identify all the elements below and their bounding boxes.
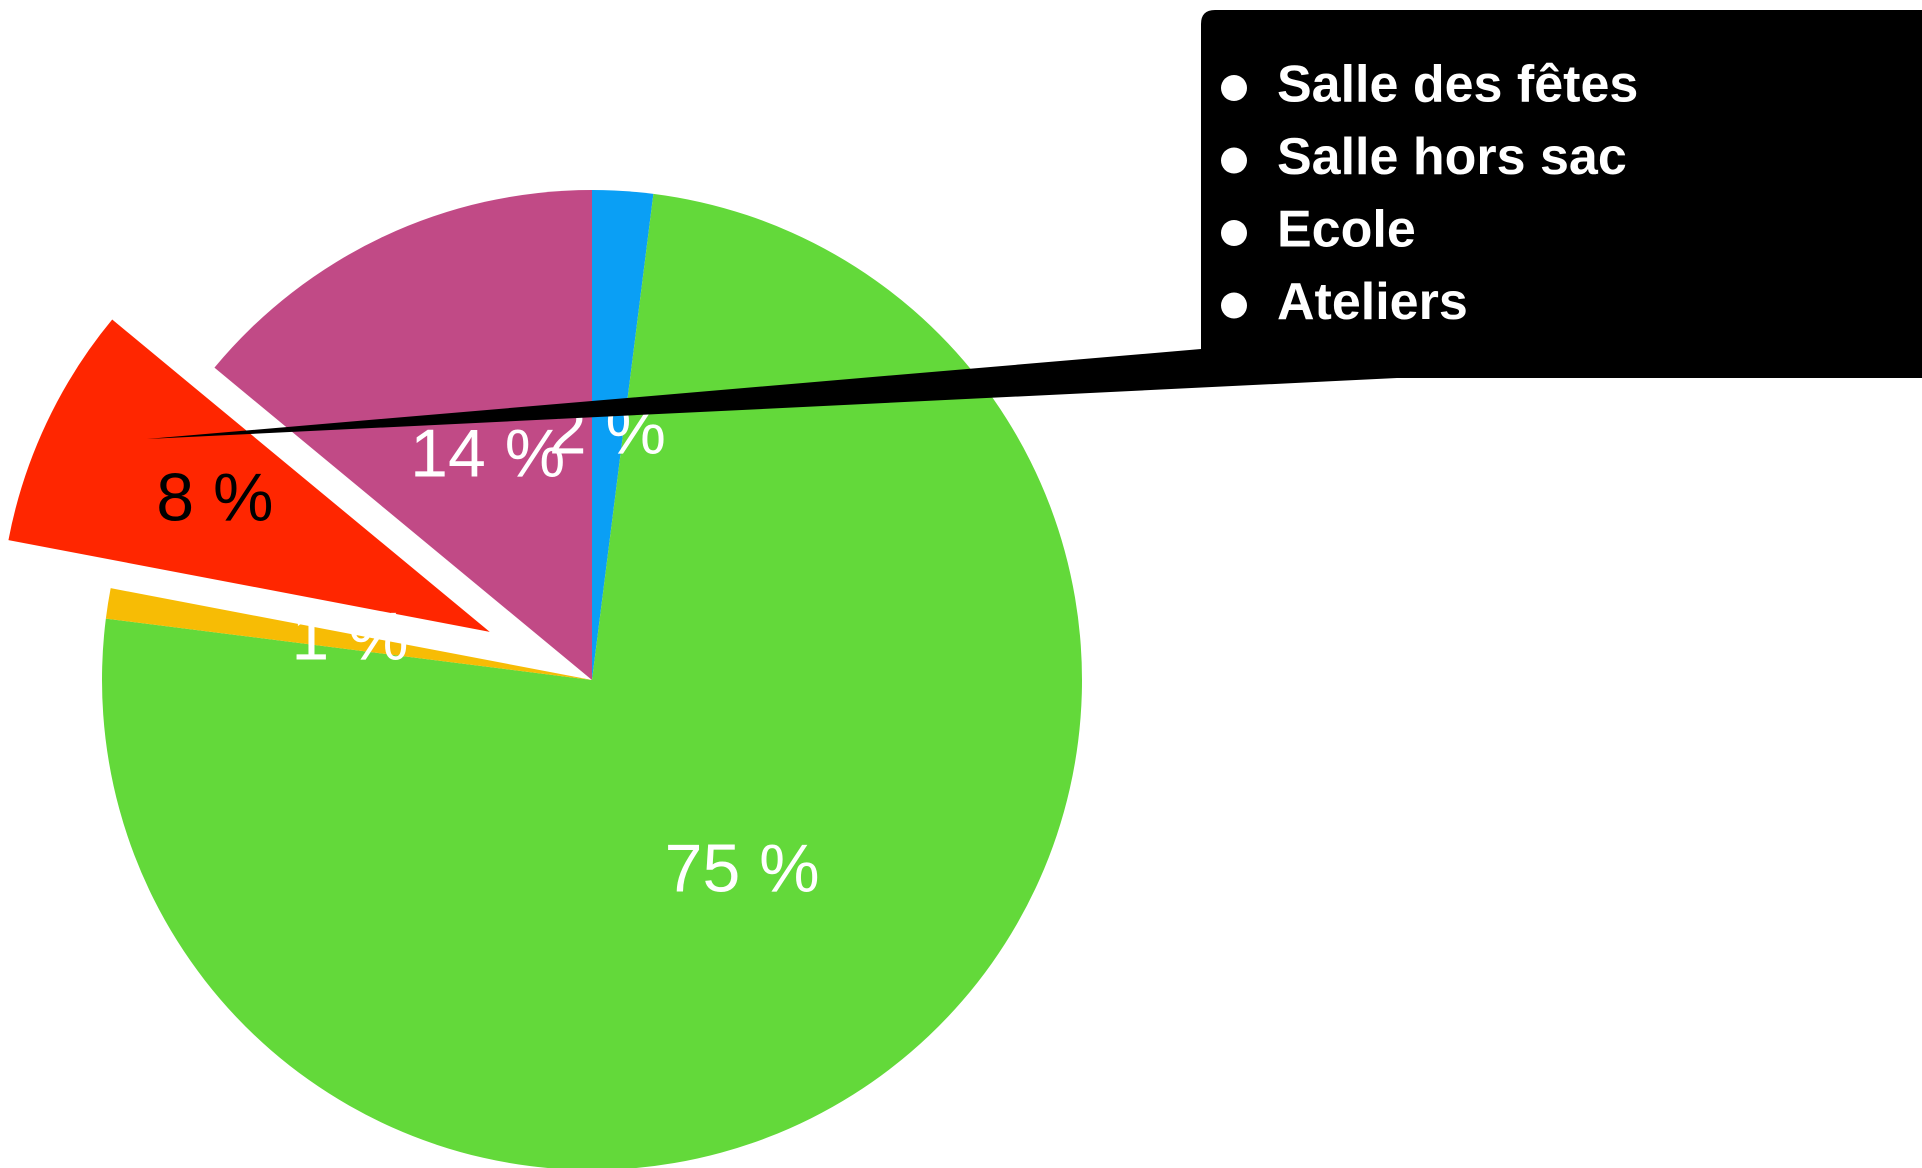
legend-bullet	[1221, 147, 1247, 174]
value-label: 14 %	[410, 415, 565, 491]
pie	[8, 189, 1082, 1168]
legend: Salle des fêtes Salle hors sac Ecole Atelie…	[1221, 56, 1638, 331]
legend-label: Ecole	[1277, 201, 1416, 259]
pie-slice	[102, 193, 1082, 1168]
legend-callout	[147, 10, 1922, 439]
legend-label: Salle des fêtes	[1277, 56, 1638, 114]
legend-bullet	[1221, 292, 1247, 319]
pie-slice	[8, 319, 490, 632]
pie-slice	[214, 189, 592, 680]
value-label: 75 %	[665, 831, 820, 907]
value-label: 1 %	[291, 599, 408, 675]
value-labels: 2 %75 %1 %8 %14 %	[156, 392, 819, 906]
legend-label: Ateliers	[1277, 273, 1468, 331]
pie-slice	[105, 588, 592, 680]
legend-bullet	[1221, 75, 1247, 101]
pie-slice	[592, 190, 654, 680]
legend-bullet	[1221, 220, 1247, 246]
legend-label: Salle hors sac	[1277, 128, 1627, 186]
value-label: 8 %	[156, 460, 273, 536]
